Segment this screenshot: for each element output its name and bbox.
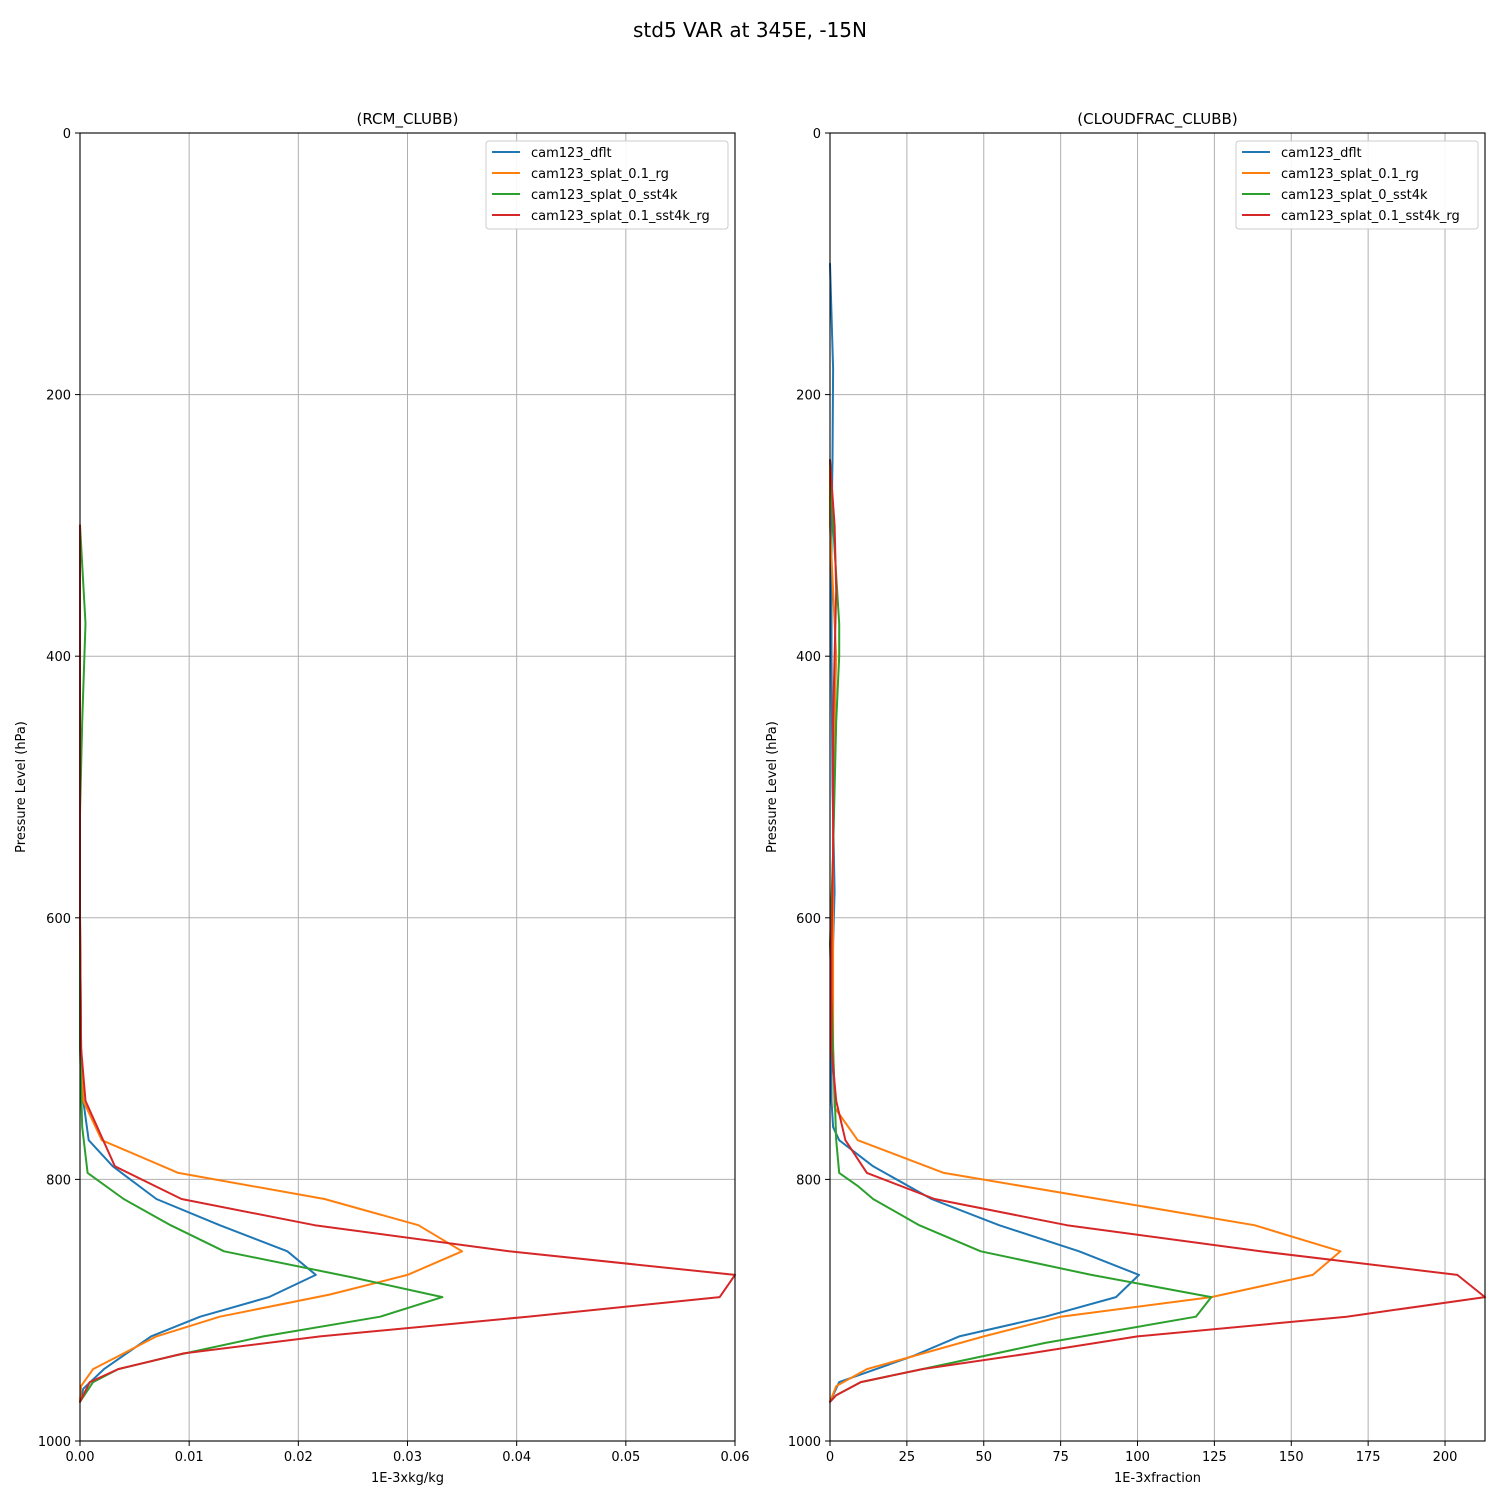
x-tick-label: 0.00	[66, 1450, 95, 1465]
y-axis-label: Pressure Level (hPa)	[14, 721, 29, 853]
x-tick-label: 0.06	[721, 1450, 750, 1465]
y-tick-label: 200	[46, 389, 71, 404]
y-tick-label: 1000	[38, 1435, 71, 1450]
legend-label: cam123_splat_0.1_rg	[531, 167, 669, 182]
x-tick-label: 0	[826, 1450, 834, 1465]
y-tick-label: 400	[796, 650, 821, 665]
y-tick-label: 800	[46, 1173, 71, 1188]
series-line-cam123-splat-0-sst4k	[829, 459, 1213, 1403]
legend-label: cam123_splat_0.1_rg	[1281, 167, 1419, 182]
series-line-cam123-splat-0-1-rg	[79, 524, 464, 1403]
y-tick-label: 1000	[788, 1435, 821, 1450]
series-line-cam123-dflt	[79, 524, 317, 1403]
x-tick-label: 125	[1202, 1450, 1227, 1465]
legend: cam123_dflt cam123_splat_0.1_rg cam123_spl…	[485, 140, 729, 230]
x-tick-label: 25	[899, 1450, 916, 1465]
x-tick-label: 175	[1356, 1450, 1381, 1465]
series-line-cam123-splat-0-1-rg	[829, 459, 1342, 1403]
y-tick-label: 600	[796, 912, 821, 927]
y-tick-label: 200	[796, 389, 821, 404]
legend-label: cam123_splat_0.1_sst4k_rg	[531, 209, 710, 224]
x-tick-label: 0.05	[611, 1450, 640, 1465]
legend-box	[1235, 140, 1479, 230]
series-line-cam123-splat-0-1-sst4k-rg	[79, 524, 736, 1403]
y-tick-label: 400	[46, 650, 71, 665]
plot-frame	[829, 132, 1486, 1442]
x-tick-label: 200	[1433, 1450, 1458, 1465]
panel-title: (RCM_CLUBB)	[357, 110, 459, 129]
panel-cloudfrac-clubb: 0 25 50 75 100 125 150 175 200 0 200 400 600 800 1000 (…	[765, 110, 1486, 1486]
legend-label: cam123_splat_0.1_sst4k_rg	[1281, 209, 1460, 224]
y-axis-label: Pressure Level (hPa)	[765, 721, 780, 853]
x-tick-label: 0.01	[175, 1450, 204, 1465]
series-line-cam123-splat-0-sst4k	[79, 524, 444, 1403]
series-line-cam123-splat-0-1-sst4k-rg	[829, 459, 1486, 1403]
x-tick-label: 100	[1125, 1450, 1150, 1465]
x-tick-label: 0.02	[284, 1450, 313, 1465]
x-tick-label: 0.03	[393, 1450, 422, 1465]
x-tick-label: 0.04	[502, 1450, 531, 1465]
x-tick-label: 75	[1052, 1450, 1069, 1465]
panel-title: (CLOUDFRAC_CLUBB)	[1077, 110, 1237, 129]
legend: cam123_dflt cam123_splat_0.1_rg cam123_spl…	[1235, 140, 1479, 230]
legend-box	[485, 140, 729, 230]
series-line-cam123-dflt	[829, 262, 1140, 1403]
y-tick-label: 800	[796, 1173, 821, 1188]
legend-label: cam123_dflt	[531, 146, 612, 161]
x-tick-label: 150	[1279, 1450, 1304, 1465]
legend-label: cam123_splat_0_sst4k	[531, 188, 678, 203]
panel-rcm-clubb: 0.00 0.01 0.02 0.03 0.04 0.05 0.06 0 200 400 600 80…	[14, 110, 749, 1486]
x-axis-label: 1E-3xfraction	[1114, 1471, 1201, 1486]
legend-label: cam123_splat_0_sst4k	[1281, 188, 1428, 203]
x-tick-label: 50	[975, 1450, 992, 1465]
y-tick-label: 0	[813, 127, 821, 142]
x-axis-label: 1E-3xkg/kg	[371, 1471, 444, 1486]
y-tick-label: 0	[63, 127, 71, 142]
figure-title: std5 VAR at 345E, -15N	[633, 18, 867, 42]
y-tick-label: 600	[46, 912, 71, 927]
legend-label: cam123_dflt	[1281, 146, 1362, 161]
